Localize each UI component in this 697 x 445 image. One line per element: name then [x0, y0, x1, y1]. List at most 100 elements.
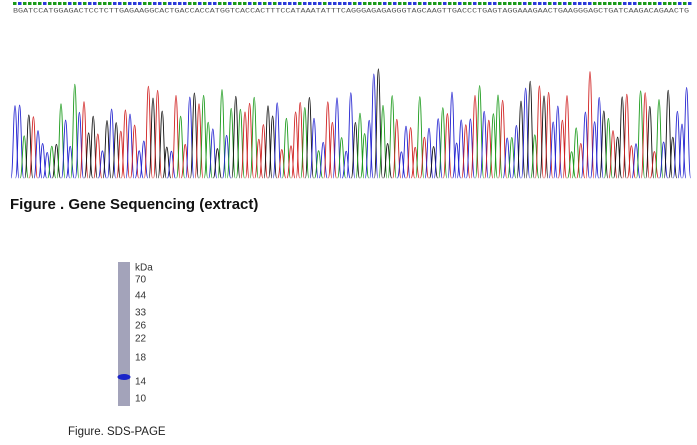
trace-peak	[166, 150, 176, 179]
trace-peak	[217, 89, 227, 179]
trace-peak	[521, 87, 531, 179]
quality-square	[138, 2, 142, 5]
trace-peak	[180, 143, 190, 179]
trace-peak	[511, 124, 521, 179]
trace-peak	[235, 108, 245, 179]
trace-peak	[107, 108, 117, 179]
quality-square	[523, 2, 527, 5]
quality-square	[483, 2, 487, 5]
quality-square	[108, 2, 112, 5]
quality-square	[148, 2, 152, 5]
trace-peak	[419, 136, 429, 179]
trace-peak	[580, 111, 590, 179]
trace-peak	[226, 107, 236, 179]
quality-square	[143, 2, 147, 5]
quality-square	[563, 2, 567, 5]
quality-square	[673, 2, 677, 5]
trace-peak	[258, 124, 268, 179]
quality-square	[118, 2, 122, 5]
quality-square	[453, 2, 457, 5]
trace-peak	[10, 105, 20, 179]
trace-peak	[668, 136, 678, 179]
trace-peak	[47, 145, 57, 179]
marker-label: 22	[135, 334, 147, 345]
quality-square	[343, 2, 347, 5]
trace-peak	[677, 123, 687, 179]
quality-square	[163, 2, 167, 5]
trace-peak	[438, 107, 448, 179]
marker-label: 70	[135, 275, 147, 286]
quality-square	[593, 2, 597, 5]
trace-peak	[590, 121, 600, 179]
trace-peak	[125, 113, 135, 179]
trace-peak	[231, 95, 241, 179]
trace-peak	[433, 118, 443, 179]
quality-square	[468, 2, 472, 5]
trace-peak	[318, 141, 328, 179]
quality-square	[653, 2, 657, 5]
quality-square	[578, 2, 582, 5]
trace-peak	[663, 89, 673, 179]
quality-square	[583, 2, 587, 5]
quality-square	[623, 2, 627, 5]
trace-peak	[396, 151, 406, 179]
quality-square	[123, 2, 127, 5]
quality-square	[678, 2, 682, 5]
quality-square	[13, 2, 17, 5]
trace-peak	[277, 149, 287, 179]
quality-square	[478, 2, 482, 5]
trace-peak	[240, 111, 250, 179]
trace-peak	[291, 111, 301, 179]
trace-peak	[410, 146, 420, 179]
unit-label: kDa	[135, 263, 153, 274]
trace-peak	[203, 121, 213, 179]
trace-peak	[42, 151, 52, 179]
quality-square	[428, 2, 432, 5]
quality-square	[333, 2, 337, 5]
trace-peak	[84, 132, 94, 179]
quality-square	[43, 2, 47, 5]
quality-square	[303, 2, 307, 5]
quality-square	[408, 2, 412, 5]
trace-peak	[268, 115, 278, 179]
trace-peak	[613, 136, 623, 179]
quality-square	[538, 2, 542, 5]
trace-peak	[369, 73, 379, 179]
quality-square	[153, 2, 157, 5]
quality-square	[223, 2, 227, 5]
trace-peak	[120, 109, 130, 179]
quality-square	[383, 2, 387, 5]
quality-square	[178, 2, 182, 5]
trace-peak	[516, 100, 526, 179]
quality-square	[358, 2, 362, 5]
marker-label: 33	[135, 308, 147, 319]
trace-peak	[194, 103, 204, 179]
trace-peak	[350, 121, 360, 179]
trace-peak	[534, 85, 544, 179]
trace-peak	[640, 92, 650, 179]
trace-peak	[212, 148, 222, 179]
quality-square	[298, 2, 302, 5]
quality-square	[88, 2, 92, 5]
trace-peak	[626, 145, 636, 179]
quality-square	[63, 2, 67, 5]
quality-square	[243, 2, 247, 5]
quality-square	[323, 2, 327, 5]
trace-peak	[245, 102, 255, 179]
quality-square	[413, 2, 417, 5]
trace-peak	[185, 96, 195, 179]
trace-peak	[364, 119, 374, 179]
quality-square	[588, 2, 592, 5]
trace-peak	[617, 96, 627, 179]
trace-peak	[608, 130, 618, 179]
trace-peak	[654, 99, 664, 179]
trace-peak	[148, 97, 158, 179]
trace-peak	[97, 150, 107, 179]
trace-peak	[539, 95, 549, 179]
trace-peak	[479, 110, 489, 179]
quality-square	[133, 2, 137, 5]
quality-square	[398, 2, 402, 5]
trace-peak	[636, 90, 646, 179]
